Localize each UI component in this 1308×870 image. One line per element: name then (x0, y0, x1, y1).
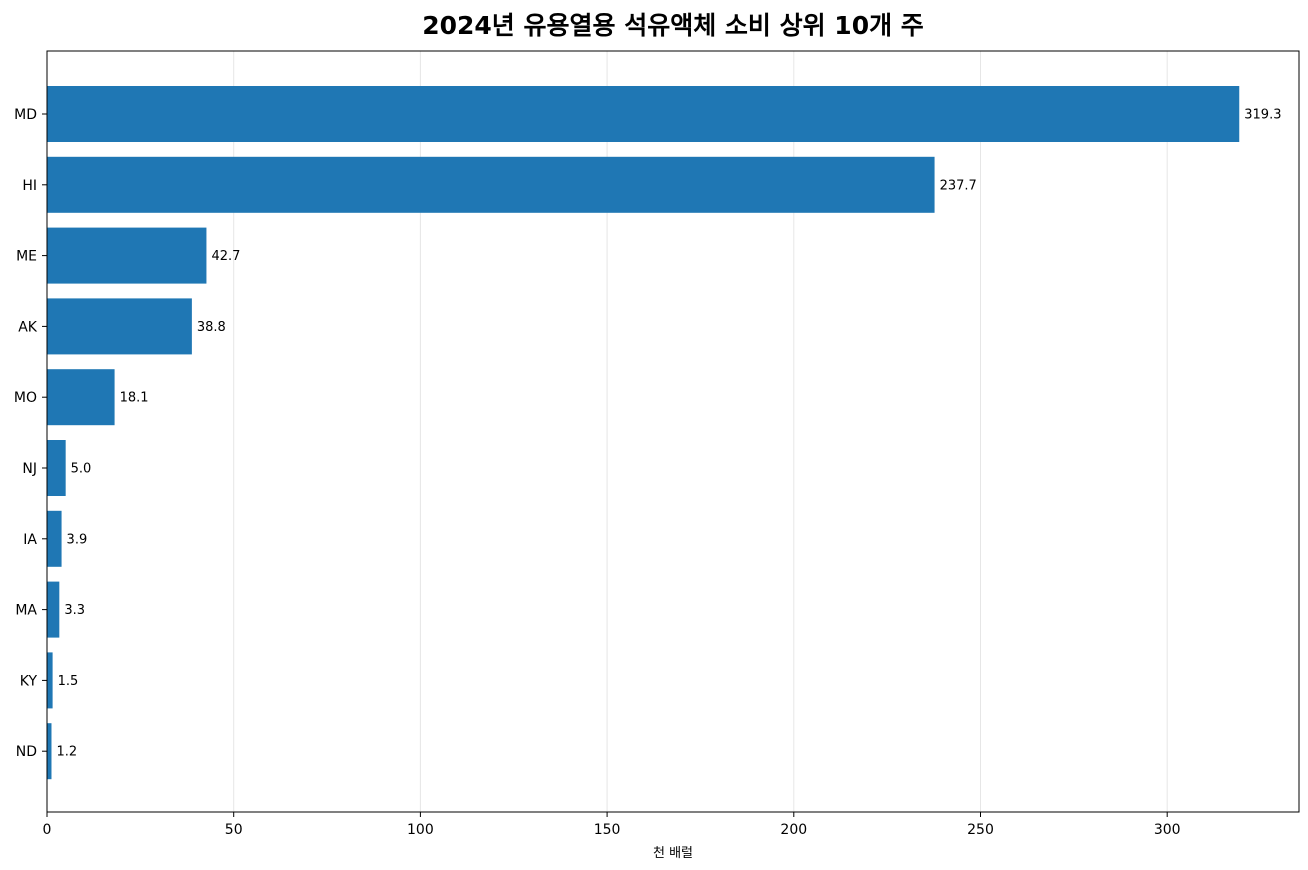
data-label: 3.3 (64, 603, 85, 618)
y-tick-label: IA (23, 532, 37, 548)
x-tick-label: 150 (594, 822, 621, 838)
data-label: 3.9 (67, 532, 88, 547)
bars: 319.3 237.7 42.7 38.8 18.1 5.0 3.9 3.3 1.5 1.2 (47, 86, 1281, 780)
y-tick-label: KY (20, 673, 38, 689)
data-label: 5.0 (71, 462, 92, 477)
x-tick-label: 200 (780, 822, 807, 838)
y-tick-label: HI (22, 178, 37, 194)
plot-frame (46, 50, 1300, 813)
bar-nj (47, 440, 66, 496)
x-tick-label: 300 (1154, 822, 1181, 838)
y-tick-label: NJ (22, 461, 37, 477)
x-axis-ticks: 0 50 100 150 200 250 300 (43, 812, 1181, 838)
bar-md (47, 86, 1240, 142)
y-tick-label: ND (16, 744, 37, 760)
y-tick-label: MO (14, 390, 37, 406)
y-tick-label: ME (16, 249, 37, 265)
bar-ky (47, 652, 53, 709)
data-label: 18.1 (120, 391, 149, 406)
y-tick-label: MA (15, 603, 37, 619)
data-label: 319.3 (1244, 108, 1281, 123)
chart-title: 2024년 유용열용 석유액체 소비 상위 10개 주 (422, 11, 924, 40)
data-label: 42.7 (211, 249, 240, 264)
y-tick-label: AK (18, 319, 38, 335)
bar-ak (47, 298, 192, 355)
x-axis-label: 천 배럴 (653, 846, 693, 861)
bar-me (47, 227, 207, 284)
data-label: 237.7 (940, 178, 977, 193)
bar-ia (47, 510, 62, 567)
bar-hi (47, 156, 935, 213)
data-label: 38.8 (197, 320, 226, 335)
bar-nd (47, 723, 52, 780)
x-tick-label: 0 (43, 822, 52, 838)
y-tick-label: MD (14, 107, 37, 123)
x-tick-label: 50 (225, 822, 243, 838)
y-axis-ticks: MD HI ME AK MO NJ IA MA KY ND (14, 107, 47, 760)
bar-mo (47, 369, 115, 426)
x-tick-label: 100 (407, 822, 434, 838)
data-label: 1.2 (56, 745, 77, 760)
bar-ma (47, 581, 60, 638)
data-label: 1.5 (58, 674, 79, 689)
x-tick-label: 250 (967, 822, 994, 838)
